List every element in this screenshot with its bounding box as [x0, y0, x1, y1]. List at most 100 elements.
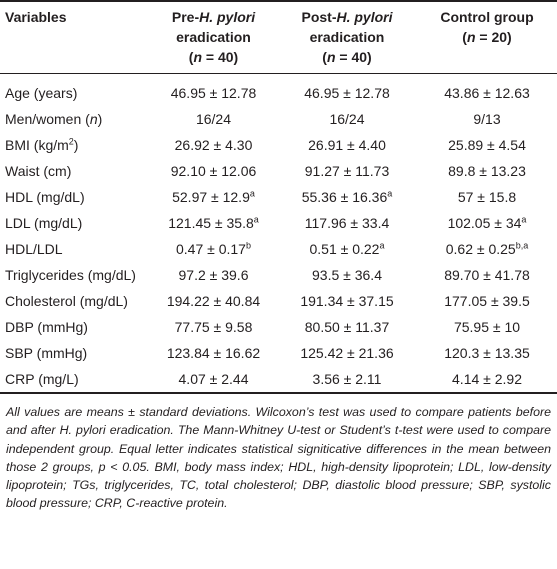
- header-line: Post-H. pylori: [281, 7, 413, 27]
- text-run: 97.2 ± 39.6: [178, 267, 249, 283]
- header-line: eradication: [281, 27, 413, 47]
- text-run: 16/24: [195, 111, 232, 127]
- header-line: Control group: [421, 7, 553, 27]
- text-run: 46.95 ± 12.78: [304, 85, 390, 101]
- text-run: 52.97 ± 12.9: [172, 189, 250, 205]
- value-cell: 43.86 ± 12.63: [417, 74, 557, 107]
- text-run: Cholesterol (mg/dL): [5, 293, 128, 309]
- row-label: CRP (mg/L): [0, 366, 150, 393]
- text-run: 75.95 ± 10: [453, 319, 521, 335]
- row-label: BMI (kg/m2): [0, 132, 150, 158]
- header-line: Pre-H. pylori: [154, 7, 273, 27]
- value-cell: 46.95 ± 12.78: [150, 74, 277, 107]
- table-row: Waist (cm) 92.10 ± 12.06 91.27 ± 11.73 89.8…: [0, 158, 557, 184]
- text-run: SBP (mmHg): [5, 345, 88, 361]
- table-row: BMI (kg/m2) 26.92 ± 4.30 26.91 ± 4.40 25.89…: [0, 132, 557, 158]
- row-label: Men/women (n): [0, 106, 150, 132]
- text-run: 191.34 ± 37.15: [300, 293, 394, 309]
- row-label: Triglycerides (mg/dL): [0, 262, 150, 288]
- header-line: (n = 40): [154, 47, 273, 67]
- text-run: b,a: [515, 240, 529, 251]
- value-cell: 102.05 ± 34a: [417, 210, 557, 236]
- value-cell: 3.56 ± 2.11: [277, 366, 417, 393]
- header-line: (n = 40): [281, 47, 413, 67]
- text-run: ): [97, 111, 103, 127]
- text-run: 194.22 ± 40.84: [166, 293, 261, 309]
- header-cell: Control group (n = 20): [417, 1, 557, 74]
- text-run: ): [73, 137, 79, 153]
- text-run: 0.62 ± 0.25: [445, 241, 516, 257]
- row-label: SBP (mmHg): [0, 340, 150, 366]
- text-run: 77.75 ± 9.58: [174, 319, 253, 335]
- text-run: DBP (mmHg): [5, 319, 88, 335]
- text-run: 55.36 ± 16.36: [301, 189, 388, 205]
- text-run: a: [379, 240, 385, 251]
- row-label: Cholesterol (mg/dL): [0, 288, 150, 314]
- text-run: (: [462, 29, 467, 45]
- text-run: BMI (kg/m: [5, 137, 69, 153]
- table-row: SBP (mmHg) 123.84 ± 16.62 125.42 ± 21.36 12…: [0, 340, 557, 366]
- text-run: Waist (cm): [5, 163, 72, 179]
- value-cell: 0.51 ± 0.22a: [277, 236, 417, 262]
- text-run: (: [188, 49, 194, 65]
- value-cell: 26.91 ± 4.40: [277, 132, 417, 158]
- table-row: CRP (mg/L) 4.07 ± 2.44 3.56 ± 2.11 4.14 ± 2…: [0, 366, 557, 393]
- value-cell: 191.34 ± 37.15: [277, 288, 417, 314]
- table-row: Cholesterol (mg/dL) 194.22 ± 40.84 191.34 …: [0, 288, 557, 314]
- table-row: Men/women (n) 16/24 16/24 9/13: [0, 106, 557, 132]
- text-run: eradication: [309, 29, 385, 45]
- row-label: Waist (cm): [0, 158, 150, 184]
- value-cell: 97.2 ± 39.6: [150, 262, 277, 288]
- text-run: H. pylori: [336, 9, 393, 25]
- text-run: HDL (mg/dL): [5, 189, 85, 205]
- value-cell: 117.96 ± 33.4: [277, 210, 417, 236]
- table-row: Age (years) 46.95 ± 12.78 46.95 ± 12.78 43.…: [0, 74, 557, 107]
- table-row: HDL (mg/dL) 52.97 ± 12.9a 55.36 ± 16.36a 57…: [0, 184, 557, 210]
- value-cell: 46.95 ± 12.78: [277, 74, 417, 107]
- text-run: a: [249, 188, 255, 199]
- text-run: Pre-: [171, 9, 200, 25]
- text-run: a: [521, 214, 527, 225]
- value-cell: 9/13: [417, 106, 557, 132]
- text-run: HDL/LDL: [5, 241, 63, 257]
- value-cell: 57 ± 15.8: [417, 184, 557, 210]
- text-run: 121.45 ± 35.8: [168, 215, 254, 231]
- text-run: b: [245, 240, 251, 251]
- value-cell: 123.84 ± 16.62: [150, 340, 277, 366]
- value-cell: 75.95 ± 10: [417, 314, 557, 340]
- text-run: 3.56 ± 2.11: [312, 371, 382, 387]
- value-cell: 4.07 ± 2.44: [150, 366, 277, 393]
- value-cell: 92.10 ± 12.06: [150, 158, 277, 184]
- row-label: Age (years): [0, 74, 150, 107]
- table-body: Age (years) 46.95 ± 12.78 46.95 ± 12.78 43.…: [0, 74, 557, 394]
- text-run: 123.84 ± 16.62: [166, 345, 261, 361]
- row-label: HDL/LDL: [0, 236, 150, 262]
- text-run: Men/women (: [5, 111, 90, 127]
- text-run: 9/13: [473, 111, 501, 127]
- text-run: 80.50 ± 11.37: [304, 319, 390, 335]
- table-row: LDL (mg/dL) 121.45 ± 35.8a 117.96 ± 33.4 10…: [0, 210, 557, 236]
- table-row: HDL/LDL 0.47 ± 0.17b 0.51 ± 0.22a 0.62 ± 0.…: [0, 236, 557, 262]
- text-run: = 40): [202, 49, 239, 65]
- text-run: a: [387, 188, 393, 199]
- value-cell: 52.97 ± 12.9a: [150, 184, 277, 210]
- text-run: Age (years): [5, 85, 78, 101]
- text-run: (: [322, 49, 327, 65]
- value-cell: 89.70 ± 41.78: [417, 262, 557, 288]
- value-cell: 125.42 ± 21.36: [277, 340, 417, 366]
- value-cell: 25.89 ± 4.54: [417, 132, 557, 158]
- text-run: a: [253, 214, 259, 225]
- text-run: 125.42 ± 21.36: [300, 345, 394, 361]
- value-cell: 26.92 ± 4.30: [150, 132, 277, 158]
- value-cell: 93.5 ± 36.4: [277, 262, 417, 288]
- text-run: 102.05 ± 34: [447, 215, 522, 231]
- value-cell: 121.45 ± 35.8a: [150, 210, 277, 236]
- value-cell: 16/24: [277, 106, 417, 132]
- text-run: 25.89 ± 4.54: [448, 137, 526, 153]
- value-cell: 16/24: [150, 106, 277, 132]
- value-cell: 0.47 ± 0.17b: [150, 236, 277, 262]
- text-run: H. pylori: [199, 9, 256, 25]
- text-run: n: [466, 29, 476, 45]
- header-line: (n = 20): [421, 27, 553, 47]
